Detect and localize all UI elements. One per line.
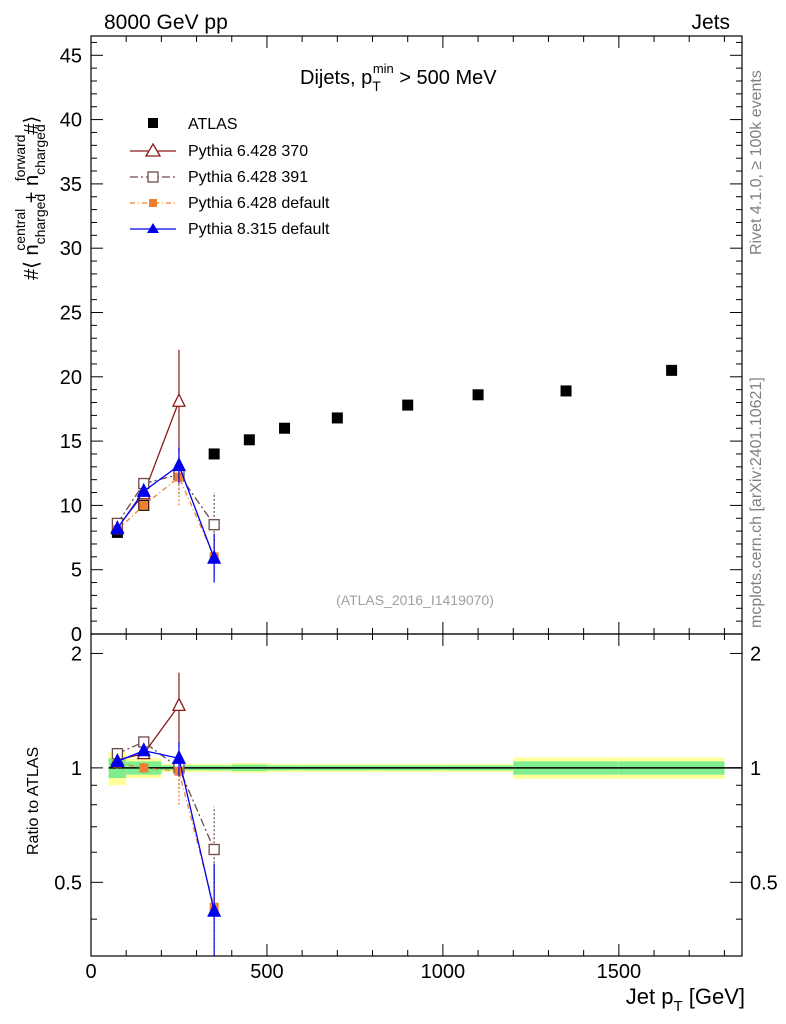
marker-pythia-6-428-391 [208, 519, 220, 531]
ratio-marker-pythia-6-428-default [139, 763, 149, 773]
series-line-pythia-6-428-391 [116, 473, 215, 526]
ratio-marker-pythia-6-428-370 [171, 696, 187, 712]
ratio-marker-pythia-8-315-default [136, 742, 151, 757]
legend-label-pythia6-default: Pythia 6.428 default [188, 195, 330, 212]
marker-pythia-6-428-default [139, 500, 149, 510]
analysis-reference: (ATLAS_2016_I1419070) [336, 592, 494, 608]
atlas-data-point [666, 364, 678, 376]
ratio-marker-pythia-8-315-default [171, 749, 187, 764]
main-y-tick-label: 10 [60, 495, 82, 517]
ratio-marker-pythia-8-315-default [207, 902, 222, 917]
ratio-y-tick-label-right: 1 [750, 758, 761, 780]
ratio-panel-frame: 0 500 1000 1500 0.5 0.5 1 1 2 2 [54, 633, 778, 983]
header-observable: Jets [691, 11, 730, 34]
chart-title: Dijets, pTmin > 500 MeV [300, 61, 497, 94]
ratio-line-pythia-6-428-default [117, 762, 215, 908]
atlas-data-point [243, 434, 255, 446]
ratio-panel-border [90, 633, 743, 957]
ratio-line-pythia-8-315-default [117, 749, 215, 912]
marker-pythia-6-428-370 [171, 392, 187, 407]
atlas-data-point [208, 448, 220, 460]
legend-label-pythia6-370: Pythia 6.428 370 [188, 143, 308, 160]
x-tick-label: 1500 [597, 961, 642, 983]
ratio-y-tick-label-right: 0.5 [750, 872, 778, 894]
legend-marker-pythia6-391 [147, 171, 159, 183]
main-y-tick-label: 15 [60, 431, 82, 453]
ratio-line-pythia-6-428-391 [117, 741, 215, 850]
ratio-y-tick-label-right: 2 [750, 643, 761, 665]
ratio-y-tick-label: 1 [71, 758, 82, 780]
main-y-tick-label: 20 [60, 367, 82, 389]
header-process: 8000 GeV pp [104, 11, 228, 34]
main-y-tick-label: 35 [60, 174, 82, 196]
ratio-y-tick-label: 0.5 [54, 872, 82, 894]
marker-pythia-8-315-default [171, 457, 187, 472]
main-y-tick-label: 5 [71, 560, 82, 582]
legend-label-atlas: ATLAS [188, 116, 238, 133]
legend-marker-pythia8-default [147, 223, 159, 233]
main-panel-frame: 0 5 10 15 20 25 30 35 40 45 [60, 35, 743, 646]
main-y-tick-label: 25 [60, 302, 82, 324]
ratio-uncertainty-bands [108, 752, 725, 786]
ratio-y-tick-label: 2 [71, 643, 82, 665]
rivet-version-label: Rivet 4.1.0, ≥ 100k events [748, 70, 765, 255]
main-y-tick-label: 45 [60, 45, 82, 67]
atlas-data-point [279, 422, 291, 434]
marker-pythia-8-315-default [136, 482, 151, 497]
x-tick-label: 0 [85, 961, 96, 983]
series-line-pythia-6-428-default [116, 476, 215, 558]
main-y-axis-label: #⟨ nchargedcentral + nchargedforward#⟩ [12, 116, 48, 280]
legend-marker-pythia6-370 [144, 142, 162, 157]
main-y-tick-label: 40 [60, 110, 82, 132]
ratio-panel-series [110, 672, 222, 956]
atlas-data-point [560, 385, 572, 397]
x-tick-label: 1000 [421, 961, 466, 983]
marker-pythia-8-315-default [207, 549, 222, 564]
series-line-pythia-8-315-default [116, 464, 215, 559]
marker-pythia-8-315-default [110, 520, 125, 535]
main-y-tick-label: 0 [71, 624, 82, 646]
x-axis-label: Jet pT [GeV] [626, 984, 745, 1015]
legend-marker-atlas [148, 118, 158, 128]
atlas-data-point [472, 389, 484, 401]
legend-label-pythia6-391: Pythia 6.428 391 [188, 169, 308, 186]
legend-marker-pythia6-default [149, 199, 157, 207]
atlas-data-point [402, 399, 414, 411]
legend: ATLAS Pythia 6.428 370 Pythia 6.428 391 … [130, 116, 330, 238]
legend-label-pythia8-default: Pythia 8.315 default [188, 221, 330, 238]
ratio-y-axis-label: Ratio to ATLAS [25, 747, 42, 855]
main-panel-series [110, 349, 678, 583]
ratio-marker-pythia-8-315-default [110, 752, 125, 768]
atlas-data-point [331, 412, 343, 424]
ratio-marker-pythia-6-428-391 [208, 843, 220, 856]
x-tick-label: 500 [250, 961, 283, 983]
main-y-tick-label: 30 [60, 238, 82, 260]
mcplots-label: mcplots.cern.ch [arXiv:2401.10621] [748, 377, 765, 628]
